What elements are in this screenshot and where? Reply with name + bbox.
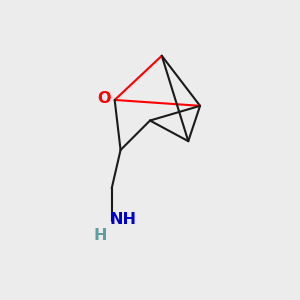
Text: O: O xyxy=(98,91,111,106)
Text: H: H xyxy=(93,228,107,243)
Text: NH: NH xyxy=(110,212,137,227)
